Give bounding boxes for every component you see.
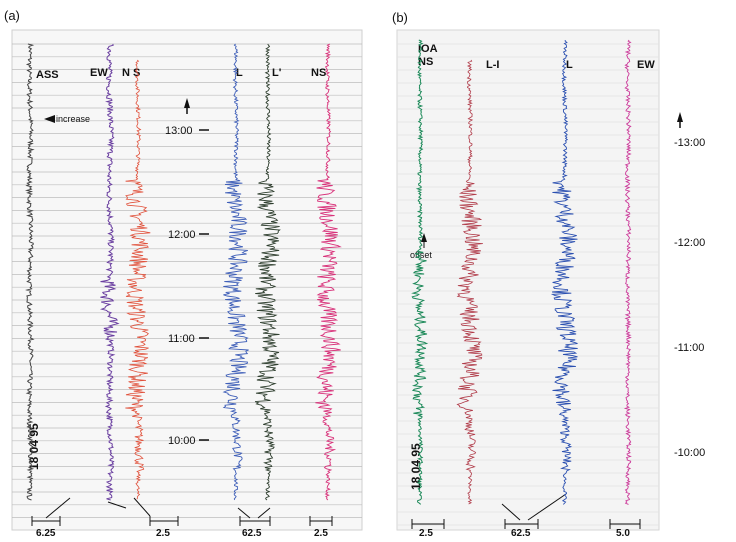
panel-a-time-tick-1100: 11:00 bbox=[168, 333, 195, 345]
svg-text:2.5: 2.5 bbox=[314, 528, 328, 539]
panel-b-scale-bar-l: 62.5 bbox=[504, 519, 539, 539]
panel-b-trace-label-ioa-ns: IOA bbox=[418, 43, 438, 55]
panel-b-time-tick-1000: -10:00 bbox=[674, 447, 705, 459]
increase-annotation: increase bbox=[56, 114, 90, 124]
panel-b-time-tick-1100: -11:00 bbox=[674, 342, 704, 354]
trace-ew bbox=[99, 43, 120, 501]
panel-b-time-tick-1200: -12:00 bbox=[674, 237, 705, 249]
panel-a-trace-label-l: L bbox=[236, 67, 243, 79]
panel-b-trace-label-ew: EW bbox=[637, 59, 655, 71]
panel-a-label: (a) bbox=[4, 8, 20, 23]
panel-b-label: (b) bbox=[392, 10, 408, 25]
panel-b-time-arrow-icon bbox=[677, 112, 683, 122]
trace-ioa-ns bbox=[411, 39, 429, 505]
panel-b-background bbox=[396, 29, 660, 531]
panel-a-trace-label-ass: ASS bbox=[36, 69, 59, 81]
offset-arrow-icon bbox=[421, 233, 427, 242]
panel-a-trace-label-ns2: NS bbox=[311, 67, 326, 79]
trace-li bbox=[456, 59, 483, 505]
svg-text:62.5: 62.5 bbox=[511, 528, 531, 539]
panel-a-grid bbox=[12, 43, 362, 518]
panel-a-scale-bar-ns2: 2.5 bbox=[309, 516, 333, 539]
panel-a-scale-bar-ns: 2.5 bbox=[149, 516, 179, 539]
panel-a-scale-bar-ass: 6.25 bbox=[31, 516, 61, 539]
trace-ew-b bbox=[623, 39, 632, 505]
panel-b-grid bbox=[397, 43, 659, 526]
trace-ns2 bbox=[315, 43, 342, 501]
panel-a-scale-bar-l: 62.5 bbox=[239, 516, 271, 539]
panel-a-trace-label-lprime: L' bbox=[272, 67, 282, 79]
panel-b-scale-bar-ew: 5.0 bbox=[609, 519, 641, 539]
panel-a-trace-label-ew: EW bbox=[90, 67, 108, 79]
traces-layer bbox=[24, 39, 632, 505]
trace-l-b bbox=[550, 40, 578, 505]
panel-a-time-tick-1000: 10:00 bbox=[168, 435, 196, 447]
panel-a-time-tick-1200: 12:00 bbox=[168, 229, 196, 241]
svg-text:62.5: 62.5 bbox=[242, 528, 262, 539]
panel-b-trace-label-l: L bbox=[566, 59, 573, 71]
trace-ass bbox=[24, 43, 35, 501]
panel-a-time-arrow-icon bbox=[184, 98, 190, 108]
svg-text:2.5: 2.5 bbox=[419, 528, 433, 539]
panel-b-trace-label-ioa-ns-line2: NS bbox=[418, 56, 433, 68]
trace-ns bbox=[125, 59, 151, 500]
panel-b-date-label: 18 04 95 bbox=[409, 443, 423, 490]
svg-text:6.25: 6.25 bbox=[36, 528, 56, 539]
svg-text:5.0: 5.0 bbox=[616, 528, 630, 539]
offset-annotation: offset bbox=[410, 250, 432, 260]
panel-b-pointer-arrows bbox=[501, 493, 567, 521]
increase-arrow-icon bbox=[44, 115, 55, 123]
panel-b-time-tick-1300: -13:00 bbox=[674, 137, 705, 149]
panel-b-scale-bar-ioa: 2.5 bbox=[411, 519, 445, 539]
panel-a-trace-label-ns: N S bbox=[122, 67, 140, 79]
svg-text:2.5: 2.5 bbox=[156, 528, 170, 539]
panel-a-time-tick-1300: 13:00 bbox=[165, 125, 193, 137]
panel-b-trace-label-li: L-I bbox=[486, 59, 499, 71]
panel-a-pointer-arrows bbox=[45, 497, 271, 519]
trace-l bbox=[222, 43, 249, 501]
trace-lprime bbox=[254, 43, 281, 501]
